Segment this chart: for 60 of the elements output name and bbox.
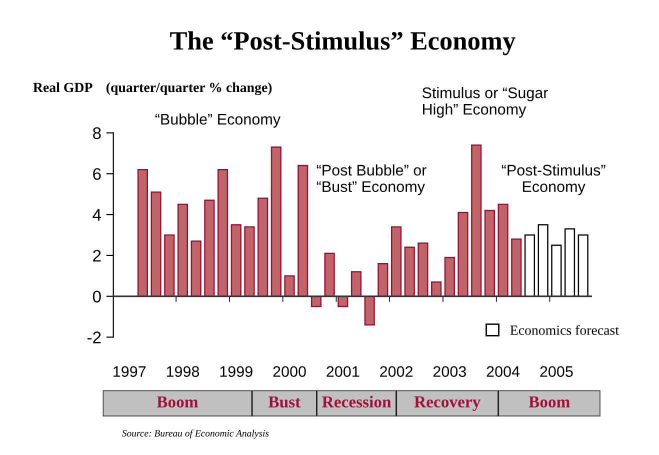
bar	[418, 242, 428, 297]
y-tick-label: 4	[92, 209, 102, 221]
bar	[511, 238, 522, 297]
text: Recovery	[414, 396, 481, 411]
bar	[538, 224, 548, 297]
x-tick-label: 1999	[220, 366, 252, 377]
text: Stimulus or “Sugar High” Economy	[422, 87, 548, 118]
legend-label: Economics forecast	[510, 324, 619, 335]
bar	[364, 296, 375, 326]
text: “Bubble” Economy	[155, 113, 281, 128]
annotation: “Post Bubble” or “Bust” Economy	[316, 164, 426, 196]
bar	[458, 212, 468, 297]
x-tick-label: 2003	[433, 366, 466, 377]
bar	[564, 228, 576, 297]
bar	[258, 198, 268, 297]
text: Boom	[528, 396, 570, 408]
bar	[150, 191, 162, 297]
bar	[298, 164, 308, 297]
bar	[578, 234, 588, 297]
annotation: “Post-Stimulus” Economy	[502, 164, 606, 196]
text: Bust	[268, 396, 301, 408]
text: Boom	[156, 396, 198, 408]
source-note: Source: Bureau of Economic Analysis	[122, 430, 269, 439]
bar	[484, 210, 495, 297]
bar	[230, 224, 242, 297]
x-tick-label: 1998	[166, 366, 200, 377]
chart-title: The “Post-Stimulus” Economy	[170, 31, 516, 56]
x-tick-label: 2002	[380, 366, 413, 377]
bar	[444, 256, 455, 297]
bar	[284, 275, 295, 297]
x-tick-label: 2004	[486, 366, 520, 377]
bar	[164, 234, 175, 297]
bar	[390, 226, 402, 297]
bar	[324, 252, 335, 297]
bar	[177, 204, 188, 297]
x-tick-label: 1997	[114, 366, 146, 377]
y-axis-title: Real GDP (quarter/quarter % change)	[33, 82, 272, 96]
x-tick-label: 2005	[540, 366, 573, 377]
text: Recession	[322, 396, 392, 408]
bar	[471, 144, 482, 297]
y-tick-label: -2	[87, 332, 101, 344]
y-tick-label: 0	[92, 290, 101, 302]
x-tick-label: 2001	[326, 366, 360, 377]
y-tick-label: 8	[93, 127, 101, 140]
y-tick-label: 2	[93, 250, 101, 262]
bar	[244, 226, 255, 297]
bar	[217, 169, 228, 297]
y-tick-label: 6	[93, 168, 101, 180]
bar	[350, 271, 362, 297]
bar	[190, 240, 202, 297]
bar	[378, 262, 388, 297]
bar	[204, 200, 215, 297]
bar	[137, 169, 148, 297]
bar	[551, 244, 562, 297]
bar	[404, 246, 415, 297]
x-tick-label: 2000	[273, 366, 306, 377]
bar	[498, 204, 508, 297]
bar	[431, 281, 442, 297]
bar	[524, 234, 536, 297]
bar	[270, 146, 282, 297]
